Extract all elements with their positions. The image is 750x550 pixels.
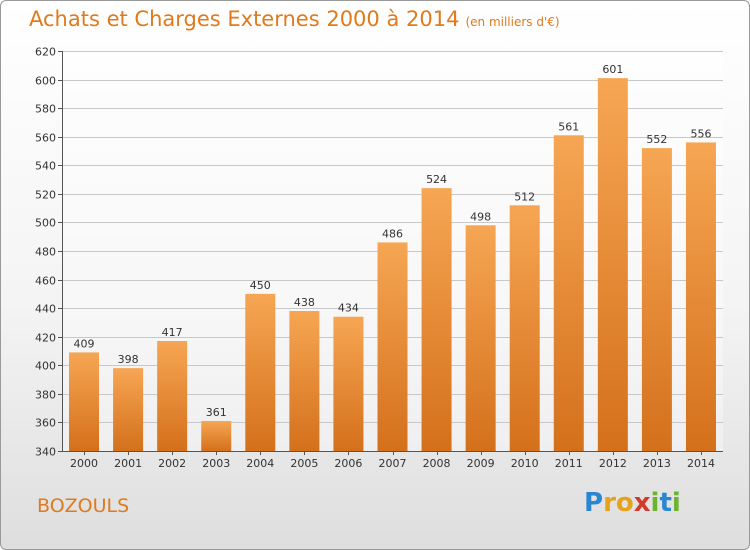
bar-value-label: 524 xyxy=(426,173,447,186)
bar-value-label: 398 xyxy=(118,353,139,366)
x-tick-label: 2012 xyxy=(599,457,627,470)
y-tick-label: 500 xyxy=(35,217,56,230)
y-tick-label: 400 xyxy=(35,360,56,373)
chart-title-text: Achats et Charges Externes 2000 à 2014 xyxy=(29,7,460,31)
x-tick-label: 2006 xyxy=(334,457,362,470)
y-tick-label: 480 xyxy=(35,246,56,259)
y-tick-label: 460 xyxy=(35,275,56,288)
y-tick-label: 340 xyxy=(35,446,56,459)
bar-value-label: 512 xyxy=(514,190,535,203)
chart-unit: (en milliers d'€) xyxy=(465,15,560,29)
bar xyxy=(113,368,144,451)
proxiti-logo: Proxiti xyxy=(584,488,681,518)
y-tick-label: 600 xyxy=(35,75,56,88)
y-tick-label: 620 xyxy=(35,46,56,59)
bar xyxy=(421,188,452,451)
y-tick-label: 540 xyxy=(35,160,56,173)
bar-value-label: 417 xyxy=(162,326,183,339)
bar xyxy=(69,352,100,451)
bar-value-label: 552 xyxy=(646,133,667,146)
x-tick-label: 2005 xyxy=(290,457,318,470)
bar xyxy=(597,78,628,452)
bar-value-label: 361 xyxy=(206,406,227,419)
bar xyxy=(685,142,716,451)
y-tick-label: 580 xyxy=(35,103,56,116)
x-tick-label: 2008 xyxy=(423,457,451,470)
y-tick-label: 380 xyxy=(35,389,56,402)
bar-value-label: 498 xyxy=(470,210,491,223)
place-name: BOZOULS xyxy=(37,495,130,517)
x-tick-label: 2010 xyxy=(511,457,539,470)
bar xyxy=(377,242,408,451)
bar xyxy=(201,421,232,451)
bar xyxy=(509,205,540,451)
axes: 340 360 380 400 420 440 460 480 500 520 540 560 580 6… xyxy=(35,46,723,470)
x-tick-label: 2009 xyxy=(467,457,495,470)
bar-value-label: 556 xyxy=(690,127,711,140)
bar xyxy=(333,316,364,451)
bar-value-label: 409 xyxy=(74,337,95,350)
bar xyxy=(641,148,672,451)
bar xyxy=(289,311,320,451)
y-tick-label: 360 xyxy=(35,417,56,430)
x-tick-label: 2002 xyxy=(158,457,186,470)
bar xyxy=(245,293,276,451)
bar xyxy=(465,225,496,451)
bar-value-label: 601 xyxy=(602,63,623,76)
bar-value-label: 561 xyxy=(558,120,579,133)
x-tick-label: 2004 xyxy=(246,457,274,470)
bars: 409 398 417 361 450 438 434 486 524 498 512 561 601 5… xyxy=(69,63,716,452)
bar-value-label: 450 xyxy=(250,279,271,292)
bar-value-label: 434 xyxy=(338,302,359,315)
chart-title: Achats et Charges Externes 2000 à 2014 (e… xyxy=(29,7,560,31)
bar xyxy=(157,341,188,451)
x-tick-label: 2000 xyxy=(70,457,98,470)
x-tick-label: 2014 xyxy=(687,457,715,470)
x-tick-label: 2007 xyxy=(379,457,407,470)
x-tick-label: 2001 xyxy=(114,457,142,470)
y-tick-label: 520 xyxy=(35,189,56,202)
bar-value-label: 438 xyxy=(294,296,315,309)
y-tick-label: 440 xyxy=(35,303,56,316)
bar-value-label: 486 xyxy=(382,227,403,240)
x-tick-label: 2003 xyxy=(202,457,230,470)
x-tick-label: 2011 xyxy=(555,457,583,470)
y-tick-label: 420 xyxy=(35,332,56,345)
bar xyxy=(553,135,584,452)
x-tick-label: 2013 xyxy=(643,457,671,470)
y-tick-label: 560 xyxy=(35,132,56,145)
